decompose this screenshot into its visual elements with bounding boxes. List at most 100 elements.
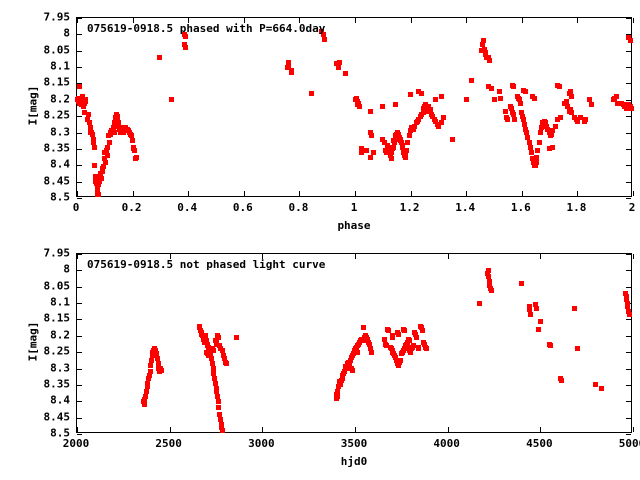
y-tick-label: 8.45 — [43, 410, 71, 424]
data-point — [528, 312, 533, 318]
data-point — [405, 139, 411, 145]
x-tick-label: 1.6 — [510, 201, 531, 214]
x-tick-top — [466, 18, 468, 23]
data-point — [217, 411, 223, 417]
data-point — [284, 64, 290, 70]
data-point — [212, 375, 218, 381]
y-tick-left — [77, 286, 82, 288]
data-point — [400, 348, 406, 354]
data-point — [216, 405, 222, 411]
data-point — [82, 100, 88, 106]
data-point — [309, 90, 315, 96]
data-point — [517, 97, 523, 103]
data-point — [94, 185, 100, 191]
data-point — [384, 343, 389, 349]
data-point — [109, 128, 115, 134]
y-tick-right — [626, 99, 631, 101]
data-point — [100, 164, 106, 170]
x-tick-bottom — [77, 191, 78, 196]
x-tick-top — [77, 254, 78, 259]
data-point — [355, 102, 361, 108]
x-tick-label: 0.8 — [288, 201, 309, 214]
data-point — [598, 385, 604, 391]
data-point — [486, 267, 492, 273]
y-tick-left — [77, 116, 82, 118]
data-point — [410, 126, 416, 132]
data-point — [396, 359, 402, 365]
data-point — [391, 351, 397, 357]
data-point — [110, 130, 116, 136]
data-point — [219, 428, 225, 434]
y-tick-right — [626, 286, 631, 288]
data-point — [498, 95, 504, 101]
data-point — [620, 102, 626, 108]
data-point — [105, 144, 111, 150]
data-point — [396, 362, 402, 368]
data-point — [220, 352, 226, 358]
data-point — [363, 148, 369, 154]
data-point — [404, 148, 410, 154]
data-point — [574, 118, 580, 124]
data-point — [398, 351, 404, 357]
data-point — [505, 116, 511, 122]
x-tick-top — [262, 254, 264, 259]
y-tick-label: 8.4 — [50, 157, 70, 171]
data-point — [219, 348, 225, 354]
data-point — [549, 128, 555, 134]
data-point — [113, 115, 119, 121]
data-point — [76, 100, 82, 106]
data-point — [209, 356, 215, 362]
data-point — [349, 352, 355, 358]
y-tick-right — [626, 384, 631, 386]
data-point — [91, 144, 97, 150]
data-point — [627, 38, 633, 44]
data-point — [438, 94, 444, 100]
data-point — [390, 146, 396, 152]
x-tick-top — [521, 18, 523, 23]
data-point — [367, 130, 373, 136]
y-tick-label: 8.15 — [43, 311, 71, 325]
data-point — [203, 338, 209, 344]
data-point — [112, 120, 118, 126]
y-tick-label: 8 — [63, 262, 70, 276]
plot-area-bottom: 075619-0918.5 not phased light curve — [76, 253, 634, 435]
x-tick-bottom — [521, 191, 523, 196]
data-point — [149, 352, 155, 358]
data-point — [543, 120, 549, 126]
data-point — [367, 154, 373, 160]
data-point — [407, 338, 413, 344]
y-tick-label: 8.45 — [43, 174, 71, 188]
data-point — [422, 344, 428, 350]
data-point — [111, 126, 117, 132]
data-point — [416, 89, 422, 95]
data-point — [573, 116, 579, 122]
data-point — [423, 346, 429, 352]
data-point — [144, 384, 150, 390]
data-point — [87, 130, 93, 136]
data-point — [233, 334, 239, 340]
data-point — [206, 344, 212, 350]
x-tick-label: 0.2 — [121, 201, 142, 214]
y-tick-right — [626, 83, 631, 85]
data-point — [151, 348, 157, 354]
data-point — [367, 108, 373, 114]
data-point — [520, 113, 526, 119]
data-point — [525, 134, 531, 140]
y-tick-label: 8.3 — [50, 361, 70, 375]
data-point — [81, 110, 87, 116]
data-point — [124, 126, 130, 132]
y-tick-right — [626, 319, 631, 321]
data-point — [538, 125, 544, 131]
data-point — [107, 139, 113, 145]
y-tick-label: 8.4 — [50, 393, 70, 407]
data-point — [199, 331, 205, 337]
data-point — [569, 94, 575, 100]
x-tick-bottom — [466, 191, 468, 196]
data-point — [408, 128, 414, 134]
data-point — [201, 338, 207, 344]
data-point — [347, 357, 353, 363]
x-tick-bottom — [132, 191, 134, 196]
data-point — [588, 102, 594, 108]
data-point — [348, 366, 354, 372]
data-point — [627, 103, 633, 109]
